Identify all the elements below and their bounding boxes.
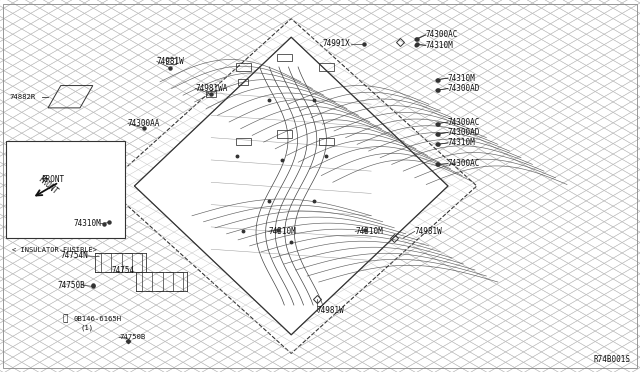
Text: < INSULATOR-FUSIBLE>: < INSULATOR-FUSIBLE> bbox=[12, 247, 97, 253]
Bar bbox=[319, 138, 334, 145]
Text: 74300AC: 74300AC bbox=[448, 118, 481, 126]
Bar bbox=[238, 79, 248, 85]
Text: 74300AC: 74300AC bbox=[426, 31, 458, 39]
Text: 74750B: 74750B bbox=[58, 281, 85, 290]
Text: FRONT: FRONT bbox=[42, 175, 65, 184]
Polygon shape bbox=[134, 37, 448, 335]
Polygon shape bbox=[106, 19, 477, 353]
Text: 74310M: 74310M bbox=[448, 138, 476, 147]
Text: 74310M: 74310M bbox=[269, 227, 296, 236]
Text: 0B146-6165H: 0B146-6165H bbox=[74, 316, 122, 322]
Bar bbox=[6, 141, 125, 238]
Bar bbox=[166, 58, 176, 64]
Text: 74882R: 74882R bbox=[10, 94, 36, 100]
Text: 74310M: 74310M bbox=[74, 219, 101, 228]
Text: 74754N: 74754N bbox=[61, 251, 88, 260]
Text: 74300AC: 74300AC bbox=[448, 159, 481, 168]
Text: 74981WA: 74981WA bbox=[195, 84, 228, 93]
Bar bbox=[206, 91, 216, 97]
Text: FRONT: FRONT bbox=[36, 175, 60, 197]
Text: 74981W: 74981W bbox=[415, 227, 442, 236]
Text: 74310M: 74310M bbox=[426, 41, 453, 50]
Text: R74B001S: R74B001S bbox=[593, 355, 630, 364]
Text: 74754: 74754 bbox=[112, 266, 135, 275]
Text: Ⓑ: Ⓑ bbox=[63, 314, 68, 323]
Bar bbox=[319, 63, 334, 71]
Bar bbox=[277, 54, 292, 61]
Text: (1): (1) bbox=[80, 325, 93, 331]
Text: 74750B: 74750B bbox=[119, 334, 145, 340]
Bar bbox=[236, 138, 251, 145]
Text: 74991X: 74991X bbox=[323, 39, 351, 48]
Text: 74300AA: 74300AA bbox=[128, 119, 161, 128]
Text: 74981W: 74981W bbox=[157, 57, 184, 66]
Bar bbox=[277, 130, 292, 138]
Text: 74981W: 74981W bbox=[317, 307, 344, 315]
Bar bbox=[236, 63, 251, 71]
Text: 74300AD: 74300AD bbox=[448, 128, 481, 137]
Text: 74310M: 74310M bbox=[355, 227, 383, 236]
Text: 74300AD: 74300AD bbox=[448, 84, 481, 93]
Text: 74310M: 74310M bbox=[448, 74, 476, 83]
